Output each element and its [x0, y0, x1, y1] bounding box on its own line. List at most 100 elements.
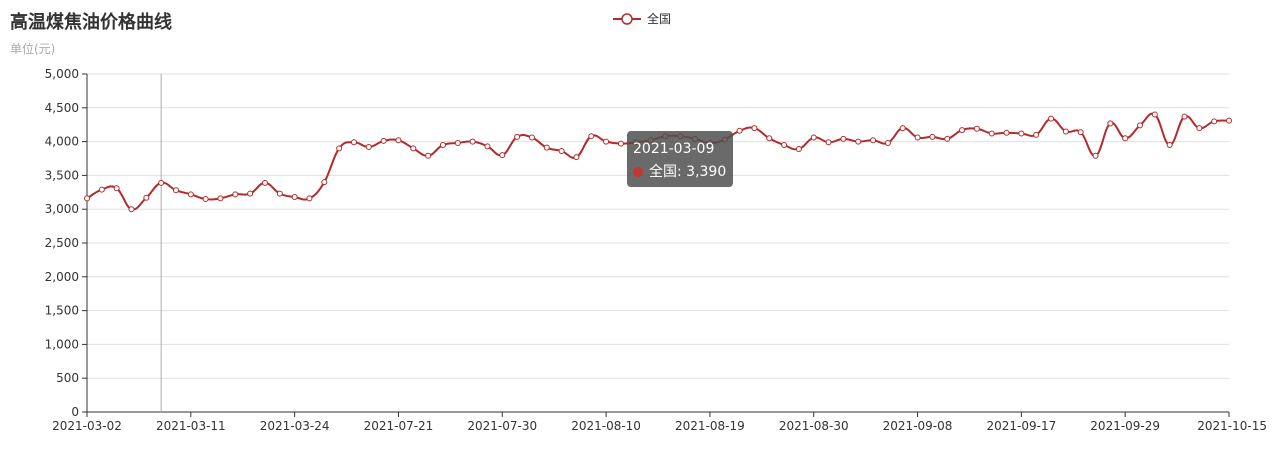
data-point-28[interactable]	[499, 152, 506, 159]
data-point-18[interactable]	[350, 139, 357, 146]
data-point-35[interactable]	[603, 138, 610, 145]
data-point-63[interactable]	[1018, 130, 1025, 137]
data-point-45[interactable]	[751, 125, 758, 132]
data-point-30[interactable]	[528, 134, 535, 141]
data-point-24[interactable]	[439, 141, 446, 148]
x-tick-label-8: 2021-09-08	[883, 419, 953, 433]
y-tick-label-9: 4,500	[45, 101, 79, 115]
data-point-16[interactable]	[321, 179, 328, 186]
data-point-14[interactable]	[291, 194, 298, 201]
data-point-9[interactable]	[217, 195, 224, 202]
data-point-6[interactable]	[172, 187, 179, 194]
data-point-0[interactable]	[84, 195, 90, 202]
x-tick-label-1: 2021-03-11	[156, 419, 226, 433]
data-point-26[interactable]	[469, 138, 476, 145]
data-point-29[interactable]	[514, 133, 521, 140]
data-point-33[interactable]	[573, 154, 580, 161]
data-point-11[interactable]	[247, 190, 254, 197]
legend-label: 全国	[647, 12, 672, 26]
x-tick-label-6: 2021-08-19	[675, 419, 745, 433]
y-tick-label-6: 3,000	[45, 202, 79, 216]
data-point-75[interactable]	[1196, 125, 1203, 132]
data-point-21[interactable]	[395, 137, 402, 144]
data-point-71[interactable]	[1137, 122, 1144, 129]
data-point-7[interactable]	[187, 191, 194, 198]
data-point-55[interactable]	[899, 125, 906, 132]
data-point-60[interactable]	[973, 125, 980, 132]
data-point-15[interactable]	[306, 195, 313, 202]
data-point-58[interactable]	[944, 135, 951, 142]
data-point-8[interactable]	[202, 196, 209, 203]
data-point-52[interactable]	[855, 138, 862, 145]
data-point-68[interactable]	[1092, 152, 1099, 159]
data-point-74[interactable]	[1181, 113, 1188, 120]
data-point-54[interactable]	[884, 139, 891, 146]
data-point-44[interactable]	[736, 127, 743, 134]
data-point-5[interactable]	[158, 179, 165, 186]
chart-title: 高温煤焦油价格曲线	[10, 12, 172, 33]
tooltip-series-dot-icon	[633, 167, 643, 177]
data-point-59[interactable]	[959, 127, 966, 134]
x-tick-label-11: 2021-10-15	[1197, 419, 1267, 433]
data-point-53[interactable]	[870, 137, 877, 144]
data-point-64[interactable]	[1033, 131, 1040, 138]
data-point-65[interactable]	[1048, 115, 1055, 122]
data-point-66[interactable]	[1062, 128, 1069, 135]
data-point-61[interactable]	[988, 130, 995, 137]
data-point-70[interactable]	[1122, 135, 1129, 142]
grid-lines	[87, 73, 1229, 379]
data-point-4[interactable]	[143, 194, 150, 201]
x-tick-label-7: 2021-08-30	[779, 419, 849, 433]
y-tick-label-1: 500	[56, 371, 79, 385]
data-point-32[interactable]	[558, 148, 565, 155]
legend[interactable]: 全国	[612, 10, 671, 27]
data-point-34[interactable]	[588, 133, 595, 140]
data-point-2[interactable]	[113, 185, 120, 192]
tooltip-row: 全国: 3,390	[633, 161, 733, 184]
data-point-47[interactable]	[781, 141, 788, 148]
data-point-20[interactable]	[380, 137, 387, 144]
data-point-62[interactable]	[1003, 129, 1010, 136]
data-point-3[interactable]	[128, 206, 135, 213]
data-point-67[interactable]	[1077, 129, 1084, 136]
y-tick-label-7: 3,500	[45, 168, 79, 182]
data-point-23[interactable]	[425, 152, 432, 159]
data-point-31[interactable]	[543, 144, 550, 151]
y-tick-label-5: 2,500	[45, 236, 79, 250]
y-tick-label-0: 0	[71, 405, 79, 419]
data-point-12[interactable]	[261, 179, 268, 186]
data-point-13[interactable]	[276, 190, 283, 197]
data-point-56[interactable]	[914, 134, 921, 141]
data-point-72[interactable]	[1151, 111, 1158, 118]
data-point-19[interactable]	[365, 144, 372, 151]
data-point-50[interactable]	[825, 139, 832, 146]
data-point-49[interactable]	[810, 134, 817, 141]
chart-subtitle: 单位(元)	[10, 42, 56, 56]
data-point-69[interactable]	[1107, 120, 1114, 127]
data-point-25[interactable]	[454, 139, 461, 146]
y-tick-label-3: 1,500	[45, 304, 79, 318]
data-point-57[interactable]	[929, 133, 936, 140]
x-tick-label-0: 2021-03-02	[52, 419, 122, 433]
data-point-51[interactable]	[840, 135, 847, 142]
data-point-48[interactable]	[795, 146, 802, 153]
data-point-77[interactable]	[1226, 117, 1232, 124]
y-tick-label-2: 1,000	[45, 337, 79, 351]
x-tick-label-3: 2021-07-21	[364, 419, 434, 433]
x-tick-label-9: 2021-09-17	[986, 419, 1056, 433]
y-tick-label-4: 2,000	[45, 270, 79, 284]
y-tick-label-8: 4,000	[45, 135, 79, 149]
data-point-1[interactable]	[98, 186, 105, 193]
data-point-76[interactable]	[1211, 118, 1218, 125]
x-tick-label-4: 2021-07-30	[467, 419, 537, 433]
data-point-36[interactable]	[617, 140, 624, 147]
data-point-17[interactable]	[336, 145, 343, 152]
data-point-22[interactable]	[410, 145, 417, 152]
data-point-27[interactable]	[484, 143, 491, 150]
data-point-73[interactable]	[1166, 141, 1173, 148]
data-point-46[interactable]	[766, 135, 773, 142]
data-point-10[interactable]	[232, 191, 239, 198]
x-tick-label-2: 2021-03-24	[260, 419, 330, 433]
tooltip-value: 全国: 3,390	[649, 164, 727, 180]
